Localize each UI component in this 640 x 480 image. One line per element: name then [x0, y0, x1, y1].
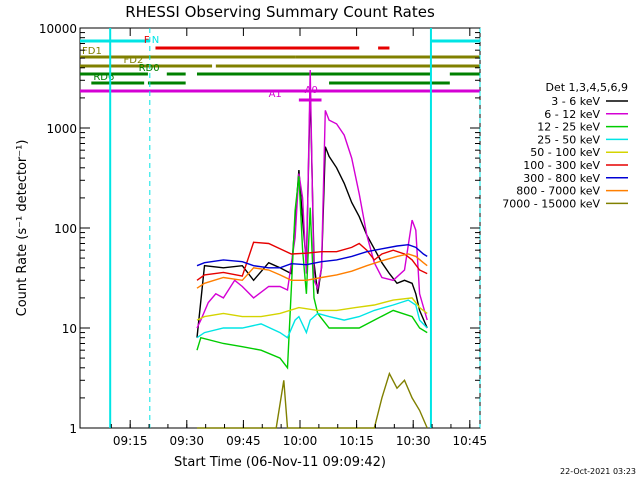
y-axis-label: Count Rate (s⁻¹ detector⁻¹)	[15, 140, 30, 317]
state-bar-label: RD6	[93, 72, 114, 83]
footer-date: 22-Oct-2021 03:23	[560, 467, 636, 476]
state-bar-label: N	[152, 35, 159, 46]
legend-entry-label: 6 - 12 keV	[544, 108, 600, 121]
legend-entry-label: 12 - 25 keV	[537, 121, 600, 134]
x-tick-label: 10:30	[396, 434, 431, 448]
x-tick-label: 10:00	[283, 434, 318, 448]
state-bar-label: FD2	[124, 55, 144, 66]
legend-entry-label: 25 - 50 keV	[537, 133, 600, 146]
x-axis-ticks: 09:15 09:30 09:45 10:00 10:15 10:30 10:45	[110, 28, 488, 448]
series-line	[196, 297, 428, 321]
state-bar-label: F	[144, 35, 150, 46]
chart-title: RHESSI Observing Summary Count Rates	[125, 3, 435, 21]
x-tick-label: 09:15	[113, 434, 148, 448]
y-tick-label: 1	[69, 422, 77, 436]
series-lines	[196, 69, 428, 429]
series-line	[196, 253, 428, 289]
legend-entry-label: 300 - 800 keV	[523, 172, 600, 185]
state-bar-label: RD0	[139, 63, 160, 74]
x-tick-label: 10:15	[339, 434, 374, 448]
legend-entry-label: 7000 - 15000 keV	[502, 197, 600, 210]
series-line	[196, 299, 428, 339]
series-line	[196, 69, 428, 329]
y-tick-label: 10000	[39, 22, 77, 36]
legend-title: Det 1,3,4,5,6,9	[545, 81, 628, 94]
series-line	[196, 243, 428, 269]
legend-entry-label: 50 - 100 keV	[530, 146, 600, 159]
series-line	[196, 241, 428, 281]
x-tick-label: 09:30	[169, 434, 204, 448]
y-tick-label: 1000	[46, 122, 77, 136]
state-bar-label: FD1	[82, 46, 102, 57]
series-line	[197, 371, 428, 429]
x-tick-label: 09:45	[226, 434, 261, 448]
series-line	[196, 176, 428, 370]
y-axis-ticks: 1 10 100 1000 10000	[39, 22, 480, 436]
legend-entry-label: 100 - 300 keV	[523, 159, 600, 172]
state-bars: NFFD1FD2RD0RD6A0A1	[80, 35, 480, 102]
legend-entry-label: 3 - 6 keV	[551, 95, 600, 108]
x-tick-label: 10:45	[453, 434, 488, 448]
legend-entry-label: 800 - 7000 keV	[516, 185, 600, 198]
x-axis-label: Start Time (06-Nov-11 09:09:42)	[174, 455, 386, 470]
y-tick-label: 10	[62, 322, 77, 336]
plot-frame	[79, 27, 481, 429]
state-bar-label: A1	[269, 89, 282, 100]
y-tick-label: 100	[54, 222, 77, 236]
